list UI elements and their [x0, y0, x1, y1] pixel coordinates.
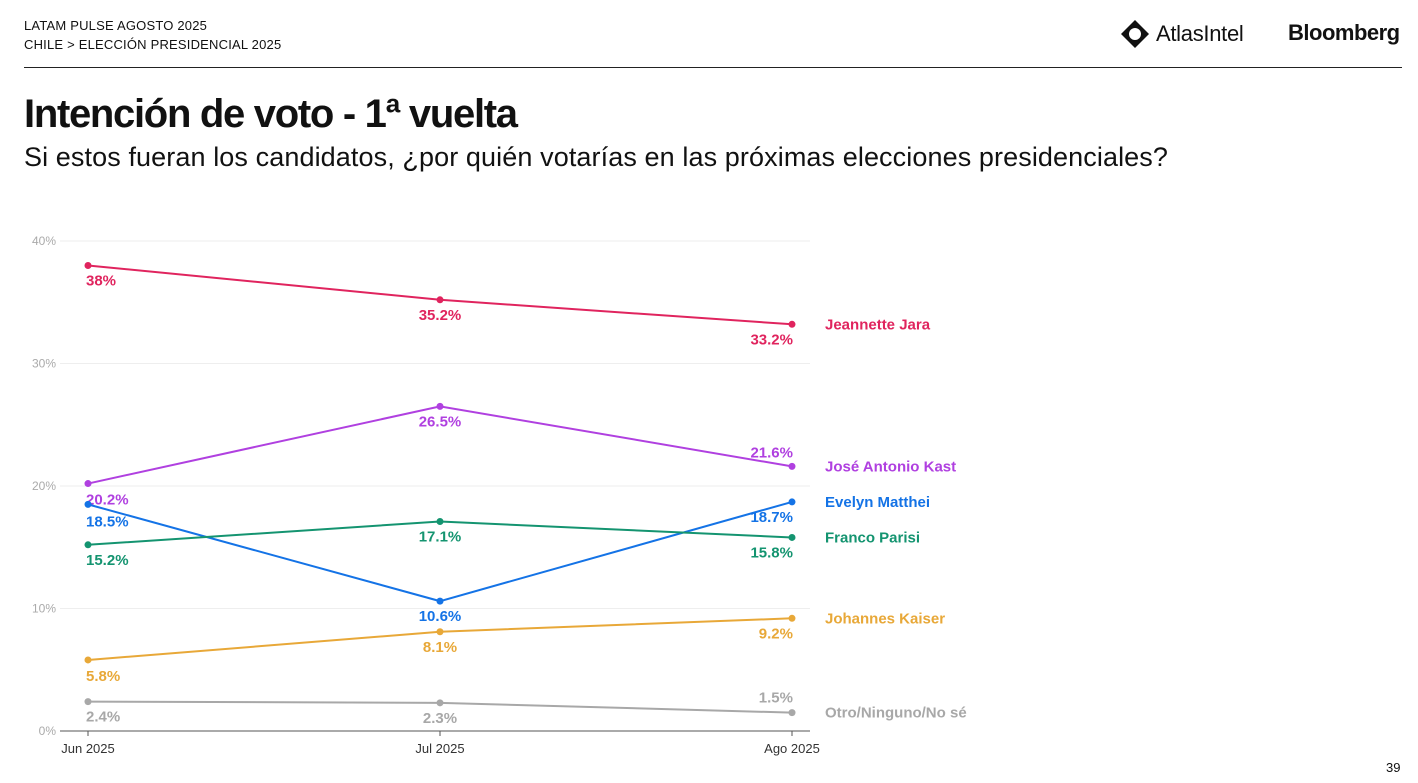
data-point [436, 699, 444, 707]
atlasintel-logo: AtlasIntel [1120, 18, 1244, 50]
data-label: 18.5% [86, 513, 129, 530]
chart-axes: 0% 10% 20% 30% 40% Jun 2025 Jul 2025 Ago 2025 [32, 234, 820, 756]
data-point [436, 518, 444, 526]
data-point [788, 498, 796, 506]
data-point [84, 541, 92, 549]
y-tick-label: 30% [32, 357, 56, 371]
legend-label: Otro/Ninguno/No sé [825, 705, 967, 722]
breadcrumb: CHILE > ELECCIÓN PRESIDENCIAL 2025 [24, 37, 282, 52]
data-label: 5.8% [86, 668, 120, 685]
data-label: 21.6% [750, 444, 793, 461]
data-point [436, 597, 444, 605]
data-label: 33.2% [750, 331, 793, 348]
y-tick-label: 20% [32, 479, 56, 493]
page-title: Intención de voto - 1ª vuelta [24, 92, 518, 136]
data-label: 15.2% [86, 552, 129, 569]
header-divider [24, 67, 1402, 68]
data-point [788, 462, 796, 470]
page-number: 39 [1386, 760, 1401, 775]
data-label: 18.7% [750, 509, 793, 526]
y-tick-label: 0% [39, 724, 57, 738]
series-otro-ninguno-no-s-: 2.4% 2.3% 1.5% Otro/Ninguno/No sé [84, 690, 967, 727]
data-label: 2.3% [423, 710, 457, 727]
legend-label: José Antonio Kast [825, 458, 956, 475]
data-point [84, 698, 92, 706]
legend-label: Jeannette Jara [825, 316, 931, 333]
data-point [788, 320, 796, 328]
report-title: LATAM PULSE AGOSTO 2025 [24, 18, 208, 33]
y-tick-label: 10% [32, 602, 56, 616]
data-label: 17.1% [419, 529, 462, 546]
series-franco-parisi: 15.2% 17.1% 15.8% Franco Parisi [84, 518, 920, 569]
data-point [84, 262, 92, 269]
legend-label: Johannes Kaiser [825, 610, 945, 627]
data-point [436, 402, 444, 410]
data-label: 15.8% [750, 544, 793, 561]
series-johannes-kaiser: 5.8% 8.1% 9.2% Johannes Kaiser [84, 610, 945, 685]
page-subtitle: Si estos fueran los candidatos, ¿por qui… [24, 142, 1169, 172]
data-label: 38% [86, 273, 116, 290]
legend-label: Franco Parisi [825, 529, 920, 546]
series-jos-antonio-kast: 20.2% 26.5% 21.6% José Antonio Kast [84, 402, 956, 509]
data-label: 20.2% [86, 492, 129, 509]
data-label: 26.5% [419, 413, 462, 430]
data-label: 1.5% [759, 690, 793, 707]
data-label: 9.2% [759, 625, 793, 642]
series-jeannette-jara: 38% 35.2% 33.2% Jeannette Jara [84, 262, 931, 348]
x-tick-label: Ago 2025 [764, 741, 820, 756]
y-tick-label: 40% [32, 234, 56, 248]
data-point [788, 709, 796, 717]
data-point [788, 614, 796, 622]
chart-series: 38% 35.2% 33.2% Jeannette Jara 20.2% 26.5% 21.… [84, 262, 967, 727]
x-tick-label: Jun 2025 [61, 741, 115, 756]
legend-label: Evelyn Matthei [825, 494, 930, 511]
data-point [84, 656, 92, 664]
data-point [788, 533, 796, 541]
series-evelyn-matthei: 18.5% 10.6% 18.7% Evelyn Matthei [84, 494, 930, 625]
series-line [87, 500, 793, 603]
chart-grid [60, 240, 810, 732]
x-tick-label: Jul 2025 [415, 741, 464, 756]
data-point [436, 296, 444, 304]
bloomberg-logo: Bloomberg [1288, 20, 1400, 45]
data-label: 8.1% [423, 639, 457, 656]
data-label: 35.2% [419, 307, 462, 324]
atlasintel-mark-icon [1121, 20, 1149, 48]
data-label: 10.6% [419, 608, 462, 625]
atlasintel-wordmark: AtlasIntel [1156, 21, 1244, 46]
data-point [436, 628, 444, 636]
data-point [84, 500, 92, 508]
data-label: 2.4% [86, 709, 120, 726]
data-point [84, 480, 92, 488]
